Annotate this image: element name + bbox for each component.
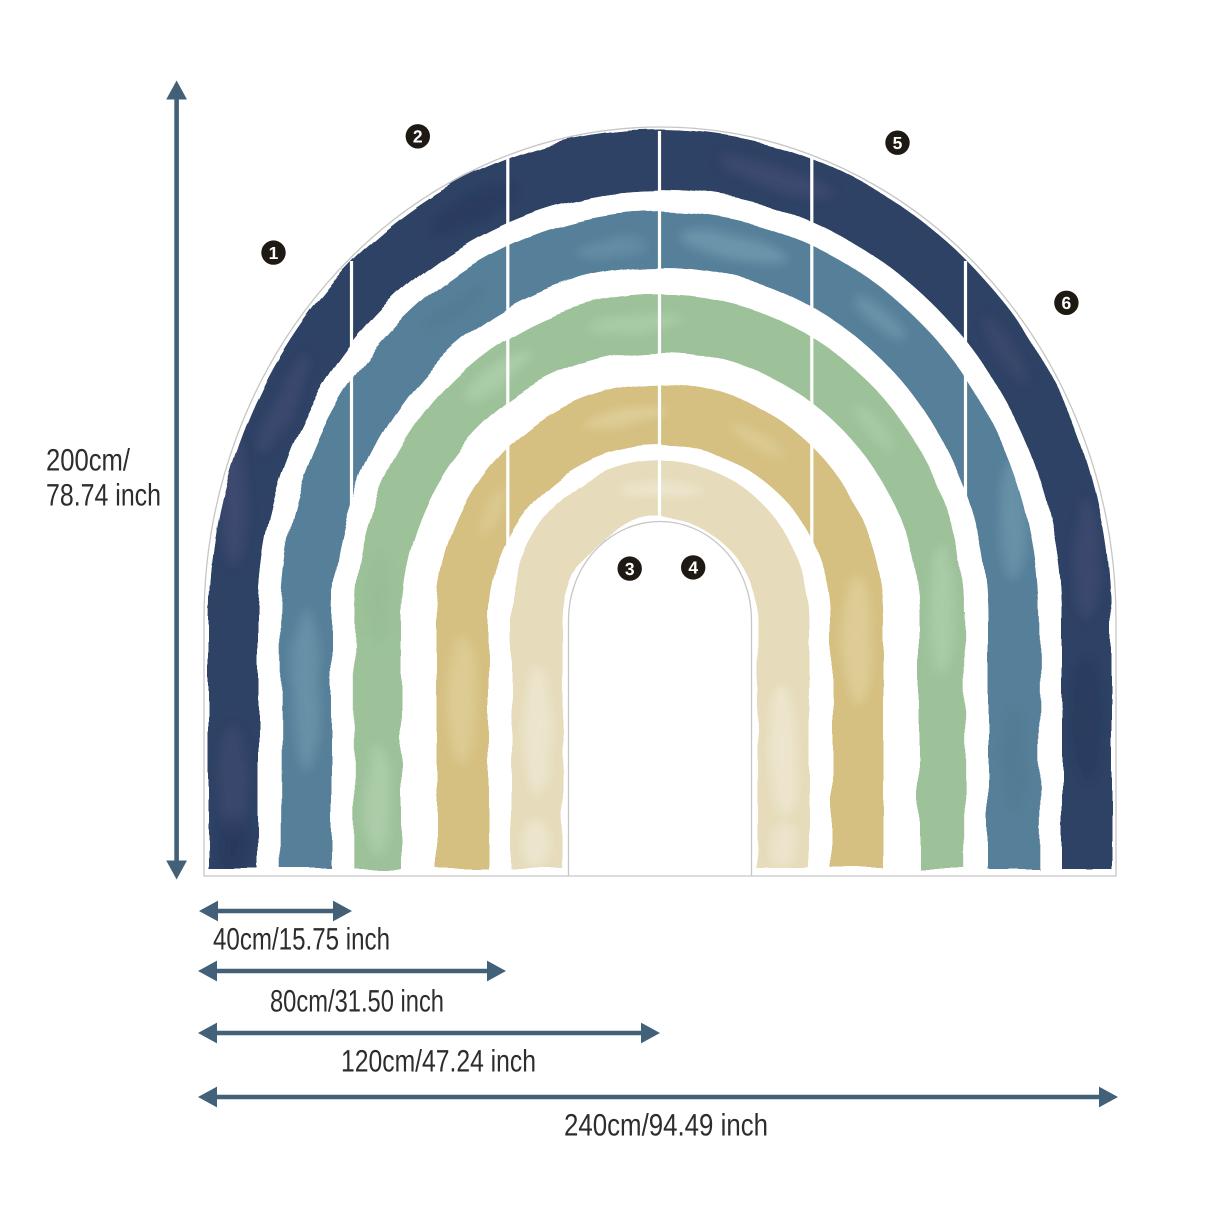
svg-text:40cm/15.75 inch: 40cm/15.75 inch bbox=[213, 922, 390, 957]
svg-text:200cm/: 200cm/ bbox=[46, 443, 130, 478]
svg-text:120cm/47.24 inch: 120cm/47.24 inch bbox=[341, 1044, 536, 1079]
svg-text:1: 1 bbox=[269, 243, 279, 263]
svg-text:3: 3 bbox=[625, 559, 635, 579]
svg-text:2: 2 bbox=[413, 127, 423, 147]
svg-text:6: 6 bbox=[1062, 293, 1072, 313]
svg-text:240cm/94.49 inch: 240cm/94.49 inch bbox=[564, 1108, 768, 1143]
svg-text:80cm/31.50 inch: 80cm/31.50 inch bbox=[270, 984, 444, 1019]
svg-text:5: 5 bbox=[893, 133, 903, 153]
svg-text:4: 4 bbox=[688, 558, 698, 578]
svg-text:78.74 inch: 78.74 inch bbox=[46, 478, 161, 513]
